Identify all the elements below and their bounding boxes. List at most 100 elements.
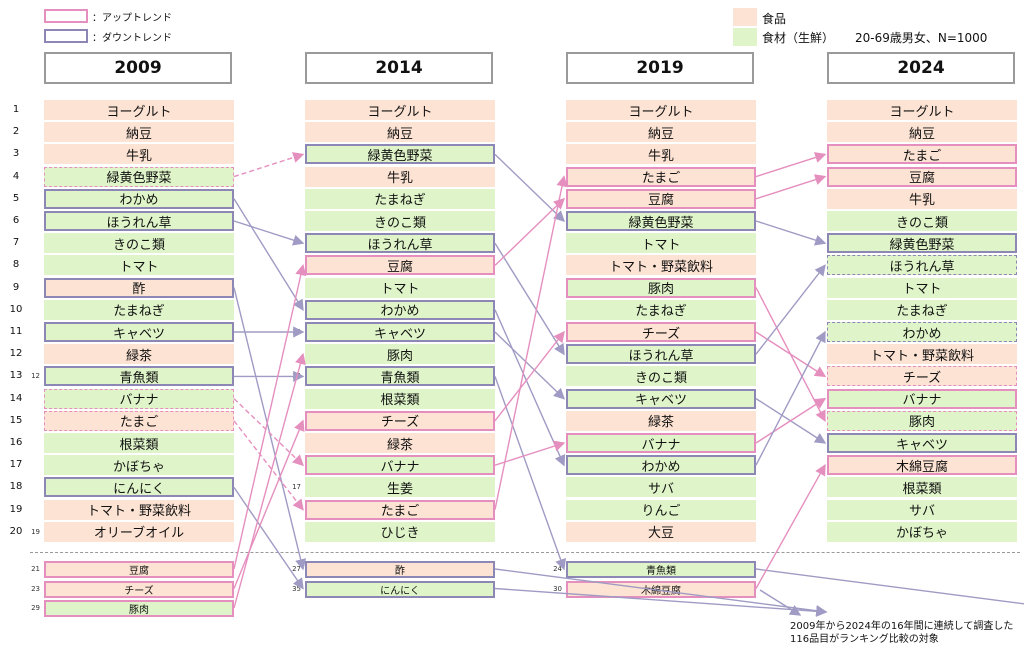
trend-arrow-キャベツ (755, 398, 827, 444)
trend-arrow-青魚類 (755, 568, 1024, 605)
extra-rank-label: 27 (292, 565, 301, 573)
ranking-item: 豚肉 (305, 344, 495, 365)
trend-arrow-わかめ (755, 330, 826, 466)
footnote: 2009年から2024年の16年間に連続して調査した116品目がランキング比較の… (790, 621, 1014, 645)
ranking-item: たまご (44, 410, 234, 431)
ranking-item: 根菜類 (827, 477, 1017, 498)
out-of-top20-item: にんにく (305, 580, 495, 598)
trend-arrow-たまご (494, 175, 568, 510)
extra-rank-label: 24 (553, 565, 562, 573)
trend-arrow-ほうれん草 (755, 264, 826, 355)
ranking-item: オリーブオイル (44, 521, 234, 542)
ranking-item: チーズ (827, 366, 1017, 387)
ranking-item: ヨーグルト (305, 100, 495, 120)
rank-label: 9 (12, 281, 20, 293)
out-of-top20-item: 青魚類 (566, 561, 756, 578)
ranking-item: キャベツ (566, 388, 756, 409)
extra-rank-label: 23 (31, 584, 40, 593)
previous-rank-label: 19 (31, 527, 40, 536)
ranking-item: サバ (566, 477, 756, 498)
ranking-item: ほうれん草 (566, 344, 756, 365)
ranking-item: 緑黄色野菜 (44, 166, 234, 187)
trend-arrow-footnote (759, 589, 802, 616)
ranking-item: キャベツ (305, 322, 495, 342)
ranking-item: 豚肉 (566, 277, 756, 298)
trend-arrow-たまご (233, 420, 304, 511)
ranking-item: 納豆 (827, 122, 1017, 143)
ranking-item: 豆腐 (827, 166, 1017, 187)
ranking-item: わかめ (827, 322, 1017, 342)
ranking-item: 生姜 (305, 477, 495, 498)
out-of-top20-item: チーズ (44, 580, 234, 598)
ranking-item: 納豆 (305, 122, 495, 143)
rank-label: 14 (9, 392, 23, 404)
ranking-item: きのこ類 (827, 211, 1017, 231)
out-of-top20-item: 豚肉 (44, 600, 234, 617)
trend-arrow-豆腐 (494, 197, 566, 266)
trend-arrow-わかめ (233, 198, 304, 311)
ranking-item: たまご (305, 499, 495, 520)
ranking-item: きのこ類 (305, 211, 495, 231)
rank-label: 4 (12, 170, 20, 182)
trend-arrow-豆腐 (233, 264, 307, 570)
ranking-item: 緑黄色野菜 (827, 233, 1017, 254)
ranking-item: にんにく (44, 477, 234, 498)
ranking-item: 豆腐 (305, 255, 495, 276)
ranking-item: たまご (827, 144, 1017, 165)
ranking-item: 大豆 (566, 521, 756, 542)
ranking-item: わかめ (305, 299, 495, 320)
rank-label: 13 (9, 370, 23, 382)
ranking-item: 豚肉 (827, 410, 1017, 431)
previous-rank-label: 10 (292, 328, 301, 336)
legend-up-swatch (44, 9, 88, 23)
ranking-item: 根菜類 (44, 433, 234, 453)
rank-label: 18 (9, 481, 23, 493)
rank-label: 12 (9, 348, 23, 360)
legend-food-label: 食品 (762, 12, 787, 26)
ranking-item: トマト・野菜飲料 (44, 499, 234, 520)
ranking-item: トマト (566, 233, 756, 254)
trend-arrow-木綿豆腐 (755, 463, 826, 589)
previous-rank-label: 17 (292, 483, 301, 492)
extra-rank-label: 21 (31, 565, 40, 573)
legend-food-swatch (733, 8, 757, 26)
ranking-item: ほうれん草 (44, 211, 234, 231)
ranking-item: たまねぎ (305, 188, 495, 209)
rank-label: 3 (12, 148, 20, 160)
trend-arrow-チーズ (494, 330, 565, 422)
ranking-item: 緑茶 (44, 344, 234, 365)
trend-arrow-ほうれん草 (494, 242, 565, 356)
ranking-item: 木綿豆腐 (827, 455, 1017, 476)
ranking-item: バナナ (566, 433, 756, 453)
ranking-item: きのこ類 (566, 366, 756, 387)
trend-arrow-緑黄色野菜 (755, 220, 827, 246)
ranking-item: ひじき (305, 521, 495, 542)
rank-label: 16 (9, 437, 23, 448)
out-of-top20-item: 木綿豆腐 (566, 580, 756, 598)
ranking-item: バナナ (44, 388, 234, 409)
ranking-item: ヨーグルト (44, 100, 234, 120)
ranking-item: 根菜類 (305, 388, 495, 409)
ranking-item: 緑黄色野菜 (566, 211, 756, 231)
trend-arrow-たまご (755, 152, 827, 178)
ranking-item: サバ (827, 499, 1017, 520)
trend-arrow-チーズ (233, 419, 305, 589)
ranking-item: 牛乳 (305, 166, 495, 187)
rank-label: 11 (9, 326, 23, 337)
extra-rank-label: 29 (31, 604, 40, 612)
trend-arrow-緑黄色野菜 (233, 152, 305, 178)
rank-label: 10 (9, 303, 23, 315)
ranking-item: たまご (566, 166, 756, 187)
ranking-item: たまねぎ (44, 299, 234, 320)
legend-down-swatch (44, 29, 88, 43)
rank-label: 20 (9, 525, 23, 537)
trend-arrow-にんにく (233, 487, 304, 590)
survey-note: 20-69歳男女、N=1000 (855, 31, 988, 45)
trend-arrow-豚肉 (755, 287, 826, 423)
ranking-item: かぼちゃ (827, 521, 1017, 542)
year-header: 2019 (566, 52, 754, 84)
year-header: 2024 (827, 52, 1015, 84)
ranking-item: 納豆 (566, 122, 756, 143)
out-of-top20-item: 酢 (305, 561, 495, 578)
ranking-item: トマト (305, 277, 495, 298)
